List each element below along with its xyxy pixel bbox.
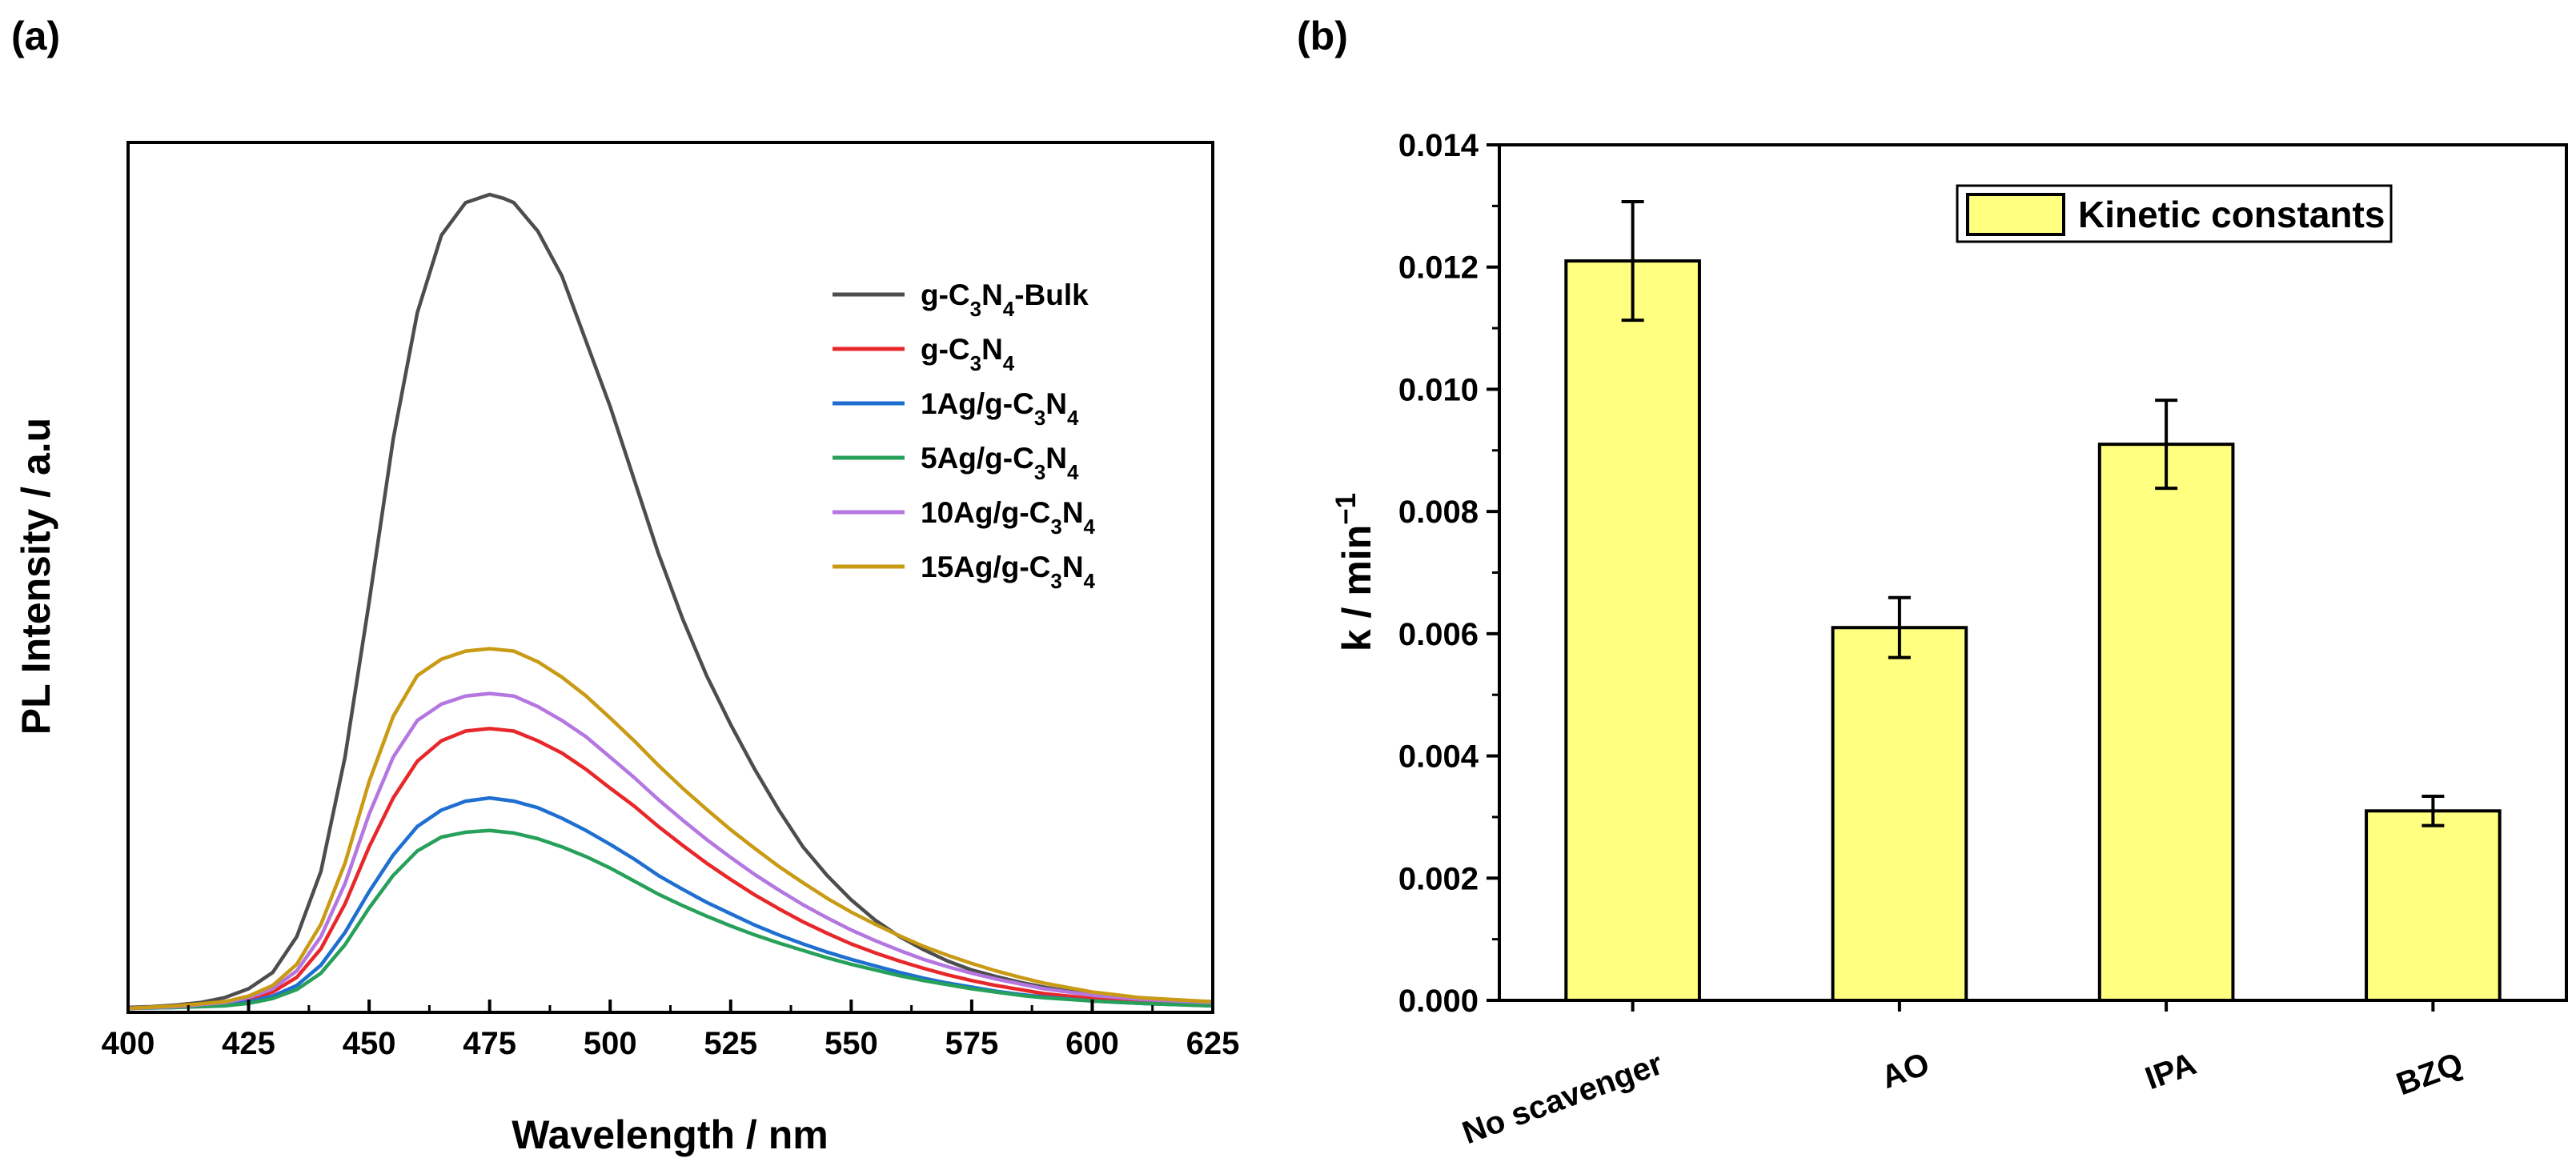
legend-b-swatch — [1966, 193, 2065, 236]
y-tick-label-b: 0.012 — [1398, 250, 1479, 286]
y-tick-label-b: 0.014 — [1398, 128, 1479, 163]
y-axis-title-b: k / min−1 — [1330, 493, 1380, 651]
legend-a-label: 15Ag/g-C3N4 — [921, 551, 1096, 593]
y-tick-label-b: 0.006 — [1398, 617, 1479, 652]
line-series-group — [127, 192, 1214, 1011]
panel-a: (a) 400 425 450 475 500 525 550 575 600 625 Wavel… — [11, 14, 1239, 1157]
series-line-4 — [127, 691, 1214, 1011]
legend-a: g-C3N4-Bulk g-C3N4 1Ag/g-C3N4 5Ag/g-C3N4 10A… — [833, 278, 1096, 593]
legend-a-label: g-C3N4 — [921, 333, 1015, 375]
x-tick-label-a: 600 — [1065, 1026, 1119, 1061]
panel-a-label: (a) — [11, 14, 60, 58]
category-labels: No scavenger AO IPA BZQ — [1458, 1000, 2467, 1151]
legend-a-label: 5Ag/g-C3N4 — [921, 442, 1079, 484]
series-line-5 — [127, 647, 1214, 1011]
legend-b-label: Kinetic constants — [2078, 194, 2385, 235]
category-label: IPA — [2141, 1046, 2201, 1096]
bar-2 — [2097, 443, 2235, 1002]
series-line-0 — [127, 192, 1214, 1010]
x-tick-label-a: 475 — [463, 1026, 516, 1061]
y-tick-label-b: 0.010 — [1398, 372, 1479, 407]
x-tick-label-a: 550 — [825, 1026, 878, 1061]
y-axis-ticks: 0.000 0.002 0.004 0.006 0.008 0.010 0.012 0.014 — [1398, 128, 1499, 1019]
y-tick-label-b: 0.002 — [1398, 861, 1479, 896]
bar-group — [1564, 200, 2502, 1003]
x-axis-ticks: 400 425 450 475 500 525 550 575 600 625 — [102, 1000, 1240, 1061]
x-tick-label-a: 425 — [222, 1026, 275, 1061]
x-tick-label-a: 625 — [1186, 1026, 1240, 1061]
legend-a-label: 10Ag/g-C3N4 — [921, 496, 1096, 539]
category-label: No scavenger — [1458, 1046, 1667, 1151]
bar-0 — [1564, 259, 1701, 1003]
x-tick-label-a: 525 — [704, 1026, 757, 1061]
x-tick-label-a: 575 — [945, 1026, 999, 1061]
bar-3 — [2365, 809, 2502, 1002]
x-tick-label-a: 400 — [102, 1026, 155, 1061]
y-tick-label-b: 0.000 — [1398, 984, 1479, 1019]
series-line-3 — [127, 828, 1214, 1011]
y-tick-label-b: 0.004 — [1398, 739, 1479, 775]
legend-b: Kinetic constants — [1956, 184, 2393, 243]
bar-1 — [1831, 626, 1968, 1002]
y-axis-title-a: PL Intensity / a.u — [14, 418, 58, 735]
panel-b-label: (b) — [1297, 14, 1348, 58]
x-axis-title-a: Wavelength / nm — [512, 1112, 828, 1157]
category-label: AO — [1877, 1046, 1934, 1096]
y-tick-label-b: 0.008 — [1398, 495, 1479, 530]
legend-a-label: 1Ag/g-C3N4 — [921, 387, 1079, 430]
legend-a-label: g-C3N4-Bulk — [921, 278, 1089, 321]
x-tick-label-a: 500 — [584, 1026, 637, 1061]
panel-b: (b) 0.0000.0020.0040.0060.0080.0100.0120… — [1297, 14, 2568, 1151]
category-label: BZQ — [2392, 1046, 2467, 1102]
series-line-1 — [127, 727, 1214, 1011]
x-tick-label-a: 450 — [343, 1026, 396, 1061]
